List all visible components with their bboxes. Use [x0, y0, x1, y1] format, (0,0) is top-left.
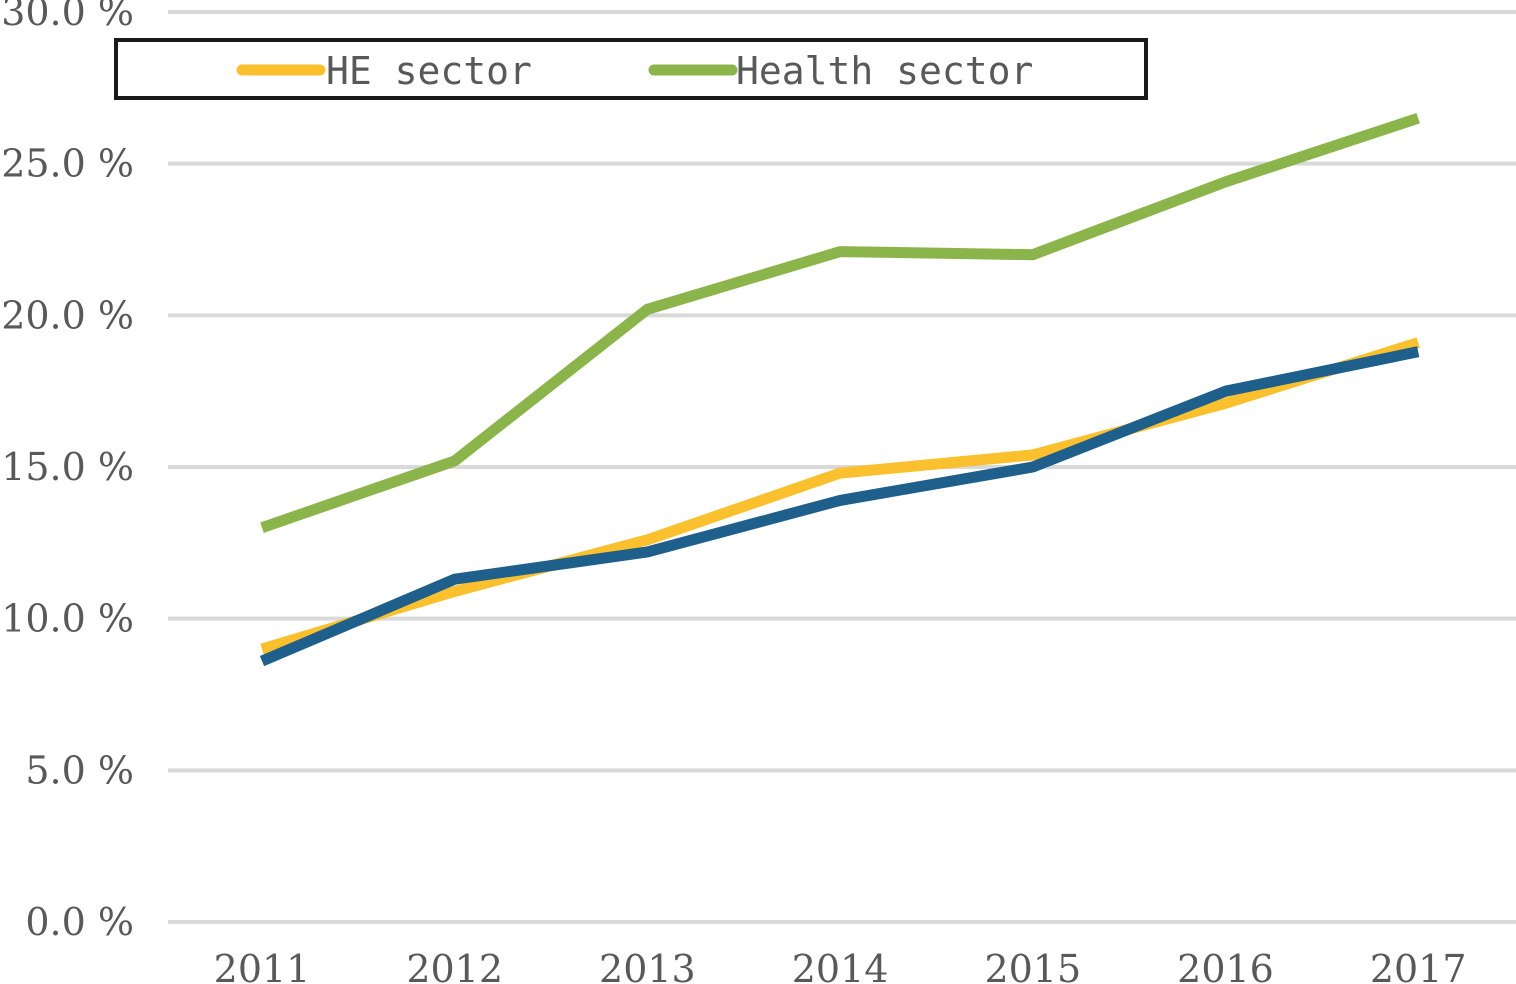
y-tick-label: 30.0 % — [1, 0, 134, 34]
series-line-he-sector — [260, 337, 1420, 655]
x-axis-tick-labels: 2011 2012 2013 2014 2015 2016 2017 — [214, 947, 1467, 984]
y-axis-tick-labels: 0.0 % 5.0 % 10.0 % 15.0 % 20.0 % 25.0 % 30.0 % — [1, 0, 134, 944]
y-tick-label: 20.0 % — [1, 293, 134, 337]
legend: HE sector Health sector — [114, 38, 1148, 100]
y-tick-label: 15.0 % — [1, 445, 134, 489]
legend-box — [114, 38, 1148, 100]
y-tick-label: 10.0 % — [1, 597, 134, 641]
x-tick-label: 2013 — [599, 947, 696, 984]
y-tick-label: 5.0 % — [25, 748, 134, 792]
x-tick-label: 2012 — [406, 947, 503, 984]
series-lines — [259, 112, 1420, 667]
series-line-unlabeled-series-2 — [259, 346, 1420, 667]
x-tick-label: 2016 — [1177, 947, 1274, 984]
x-tick-label: 2015 — [984, 947, 1081, 984]
legend-label-health-sector: Health sector — [736, 49, 1033, 93]
legend-label-he-sector: HE sector — [326, 49, 532, 93]
y-tick-label: 0.0 % — [25, 900, 134, 944]
gridlines — [168, 10, 1516, 924]
x-tick-label: 2017 — [1370, 947, 1467, 984]
series-line-health-sector — [260, 112, 1420, 533]
y-tick-label: 25.0 % — [1, 142, 134, 186]
x-tick-label: 2014 — [792, 947, 889, 984]
x-tick-label: 2011 — [214, 947, 311, 984]
